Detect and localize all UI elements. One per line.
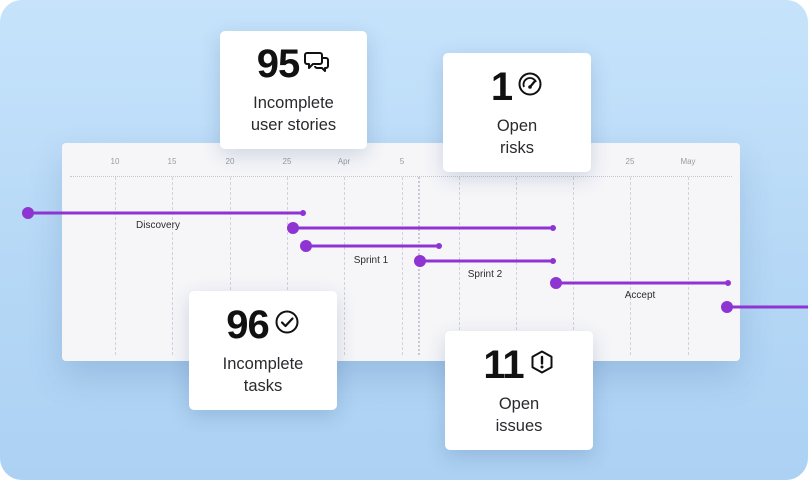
gantt-timeline: 10 15 20 25 Apr 5 25 May [62,143,740,361]
bar-accept[interactable] [550,277,731,289]
gridline [688,177,689,355]
metric-label: Open [496,116,538,135]
bar-sprint-1[interactable] [300,240,442,252]
gridline [459,177,460,355]
timeline-tick: 25 [625,157,635,166]
timeline-tick: May [680,157,696,166]
timeline-tick: 20 [225,157,235,166]
metric-label: user stories [250,116,337,134]
bar-sprint-2[interactable] [414,255,556,267]
metric-value: 1 [490,64,513,109]
gridline [172,177,173,355]
bar-label: Accept [624,290,656,301]
chat-bubbles-icon [304,50,330,79]
metric-card-tasks[interactable]: 96 Incomplete tasks [189,291,337,410]
metric-value: 96 [226,302,269,347]
timeline-tick: 25 [282,157,292,166]
metric-label: Incomplete [222,354,304,373]
bar-release[interactable] [721,301,808,313]
metric-label: issues [495,416,543,435]
metric-value: 95 [256,42,300,86]
gridline [115,177,116,355]
metric-card-issues[interactable]: 11 Open issues [445,331,593,450]
bar-discovery[interactable] [22,207,306,219]
gridline [630,177,631,355]
gauge-icon [517,71,543,102]
gridline [516,177,517,355]
gridline [344,177,345,355]
metric-label: tasks [243,376,283,395]
gridline [287,177,288,355]
alert-hexagon-icon [529,349,555,380]
timeline-tick: 5 [399,157,405,166]
metric-row: 11 [483,345,554,385]
metric-card-user-stories[interactable]: 95 Incomplete user stories [220,31,367,149]
metric-row: 1 [491,67,543,107]
metric-row: 96 [226,305,300,345]
metric-label: Incomplete [253,94,334,112]
bar-label: Discovery [136,220,180,231]
metric-value: 11 [483,342,524,387]
metric-card-risks[interactable]: 1 Open risks [443,53,591,172]
metric-row: 95 [257,44,331,84]
gridline [230,177,231,355]
bar-design[interactable] [287,222,556,234]
timeline-header-divider [70,176,732,177]
gridline [402,177,403,355]
timeline-tick: 15 [167,157,177,166]
metric-label: Open [498,394,540,413]
check-circle-icon [274,309,300,340]
timeline-tick: Apr [337,157,351,166]
gridline [573,177,574,355]
timeline-tick: 10 [110,157,120,166]
bar-label: Sprint 1 [353,255,389,266]
metric-label: risks [500,138,534,157]
bar-label: Sprint 2 [467,269,503,280]
